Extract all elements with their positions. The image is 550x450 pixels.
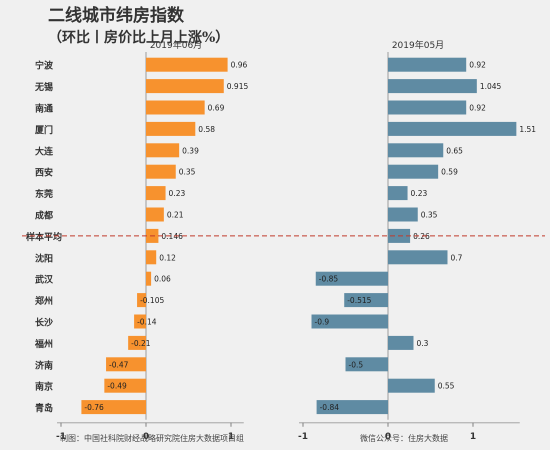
bar bbox=[388, 79, 477, 94]
bar bbox=[344, 293, 388, 308]
bar bbox=[104, 378, 146, 393]
category-label: 东莞 bbox=[35, 188, 53, 200]
value-label: -0.105 bbox=[140, 296, 164, 305]
value-label: 0.23 bbox=[169, 189, 186, 198]
value-label: -0.49 bbox=[107, 382, 127, 391]
x-tick-label: 0 bbox=[385, 432, 391, 442]
category-label: 样本平均 bbox=[26, 231, 62, 243]
value-label: -0.9 bbox=[315, 318, 330, 327]
value-label: 0.3 bbox=[417, 339, 429, 348]
bar bbox=[146, 271, 152, 286]
chart-title: 二线城市纬房指数 bbox=[48, 5, 185, 26]
bar bbox=[388, 250, 448, 265]
bar bbox=[146, 186, 166, 201]
x-tick-label: 1 bbox=[470, 432, 476, 442]
wechat-note: 微信公众号：住房大数据 bbox=[360, 433, 448, 443]
category-label: 南京 bbox=[35, 381, 53, 393]
bar bbox=[388, 143, 444, 158]
x-tick-label: 0 bbox=[143, 432, 149, 442]
value-label: -0.5 bbox=[349, 360, 364, 369]
bar bbox=[146, 57, 228, 72]
value-label: 0.23 bbox=[411, 189, 428, 198]
value-label: 0.55 bbox=[438, 382, 455, 391]
chart-subtitle: （环比丨房价比上月上涨%） bbox=[48, 29, 229, 46]
category-label: 南通 bbox=[35, 103, 53, 115]
series-label: 2019年06月 bbox=[150, 39, 202, 51]
value-label: 0.39 bbox=[182, 146, 199, 155]
bar bbox=[388, 378, 435, 393]
value-label: -0.21 bbox=[131, 339, 151, 348]
value-label: -0.515 bbox=[347, 296, 371, 305]
category-label: 福州 bbox=[34, 338, 53, 350]
value-label: 1.51 bbox=[519, 125, 536, 134]
value-label: 0.146 bbox=[161, 232, 183, 241]
bar bbox=[315, 271, 388, 286]
value-label: 0.915 bbox=[227, 82, 249, 91]
bar bbox=[146, 207, 164, 222]
category-label: 大连 bbox=[35, 145, 54, 157]
category-label: 厦门 bbox=[35, 124, 53, 136]
category-label: 济南 bbox=[35, 359, 53, 371]
category-label: 青岛 bbox=[35, 402, 53, 414]
category-label: 武汉 bbox=[35, 274, 54, 286]
bar bbox=[388, 186, 408, 201]
value-label: 0.26 bbox=[413, 232, 430, 241]
category-label: 西安 bbox=[35, 167, 53, 179]
bar bbox=[388, 100, 467, 115]
value-label: -0.84 bbox=[320, 403, 340, 412]
value-label: 0.7 bbox=[451, 253, 463, 262]
category-label: 沈阳 bbox=[35, 252, 53, 264]
x-tick-label: -1 bbox=[298, 432, 308, 442]
bar bbox=[388, 207, 418, 222]
bar bbox=[106, 357, 146, 372]
bar bbox=[134, 314, 146, 329]
value-label: 0.58 bbox=[198, 125, 215, 134]
category-label: 长沙 bbox=[35, 317, 53, 329]
bar bbox=[388, 335, 414, 350]
series-label: 2019年05月 bbox=[392, 39, 444, 51]
bar bbox=[146, 143, 180, 158]
bar bbox=[146, 100, 205, 115]
value-label: 0.92 bbox=[469, 61, 486, 70]
bar bbox=[388, 164, 439, 179]
bar bbox=[345, 357, 388, 372]
bar bbox=[311, 314, 388, 329]
value-label: -0.76 bbox=[84, 403, 104, 412]
bar bbox=[137, 293, 146, 308]
value-label: 0.35 bbox=[179, 168, 196, 177]
category-label: 郑州 bbox=[35, 295, 53, 307]
bar bbox=[81, 400, 146, 415]
bar bbox=[316, 400, 388, 415]
value-label: 0.92 bbox=[469, 104, 486, 113]
bar bbox=[146, 164, 176, 179]
bar bbox=[128, 335, 146, 350]
value-label: -0.85 bbox=[319, 275, 339, 284]
bar bbox=[146, 79, 224, 94]
value-label: 0.21 bbox=[167, 211, 184, 220]
value-label: -0.14 bbox=[137, 318, 157, 327]
bar bbox=[388, 57, 467, 72]
x-tick-label: 1 bbox=[228, 432, 234, 442]
value-label: 0.59 bbox=[441, 168, 458, 177]
bar bbox=[146, 121, 196, 136]
value-label: 0.12 bbox=[159, 253, 176, 262]
value-label: 0.65 bbox=[446, 146, 463, 155]
x-tick-label: -1 bbox=[56, 432, 66, 442]
bar bbox=[388, 121, 517, 136]
value-label: 0.35 bbox=[421, 211, 438, 220]
value-label: 1.045 bbox=[480, 82, 502, 91]
category-label: 无锡 bbox=[34, 81, 53, 93]
value-label: 0.96 bbox=[231, 61, 248, 70]
value-label: 0.69 bbox=[208, 104, 225, 113]
value-label: 0.06 bbox=[154, 275, 171, 284]
value-label: -0.47 bbox=[109, 360, 129, 369]
source-note: 制图：中国社科院财经战略研究院住房大数据项目组 bbox=[60, 433, 244, 443]
category-label: 成都 bbox=[35, 210, 53, 222]
bar bbox=[146, 250, 157, 265]
category-label: 宁波 bbox=[35, 60, 54, 72]
